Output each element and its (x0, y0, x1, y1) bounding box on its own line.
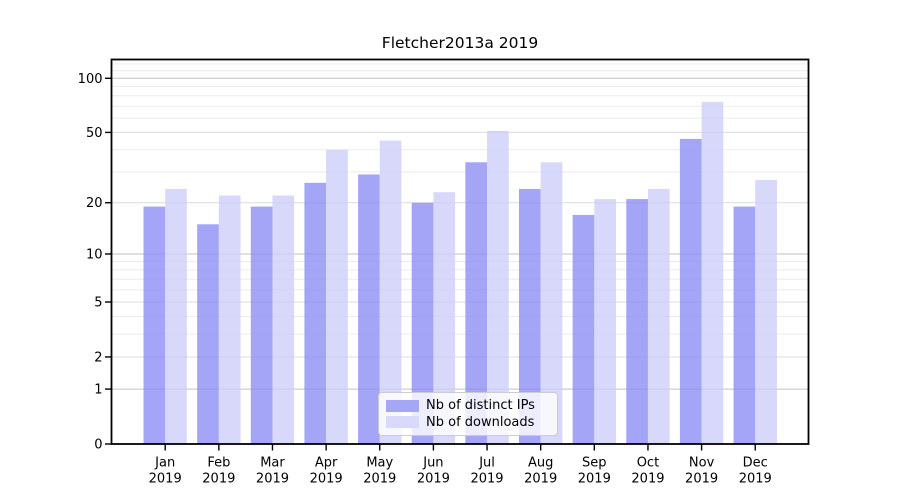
legend: Nb of distinct IPs Nb of downloads (378, 392, 558, 436)
bar-nb-of-downloads-feb (218, 195, 241, 444)
bar-nb-of-distinct-ips-jul (465, 162, 488, 445)
bar-nb-of-distinct-ips-aug (518, 188, 541, 444)
bar-nb-of-distinct-ips-feb (197, 224, 219, 444)
bar-nb-of-distinct-ips-dec (733, 206, 756, 444)
legend-item-downloads: Nb of downloads (386, 416, 557, 429)
x-tick-label: Dec 2019 (739, 456, 772, 487)
bar-nb-of-distinct-ips-sep (572, 214, 595, 444)
bar-nb-of-downloads-dec (755, 179, 777, 445)
bar-nb-of-downloads-jun (433, 192, 456, 444)
x-tick-label: Jun 2019 (417, 456, 450, 487)
legend-label-downloads: Nb of downloads (426, 414, 535, 430)
legend-label-distinct-ips: Nb of distinct IPs (426, 398, 535, 414)
bar-nb-of-downloads-may (379, 140, 402, 444)
bar-nb-of-distinct-ips-mar (250, 206, 273, 444)
chart-title: Fletcher2013a 2019 (381, 34, 539, 52)
y-tick-label: 0 (94, 438, 102, 453)
x-tick-label: Jul 2019 (470, 456, 503, 487)
bar-nb-of-distinct-ips-oct (626, 199, 648, 444)
bar-nb-of-downloads-aug (540, 162, 563, 445)
y-tick-label: 5 (94, 296, 102, 311)
x-tick-label: Sep 2019 (578, 456, 611, 487)
y-tick-label: 1 (94, 383, 102, 398)
bar-nb-of-downloads-nov (701, 101, 724, 444)
bar-nb-of-distinct-ips-apr (304, 182, 327, 445)
x-tick-label: May 2019 (363, 456, 396, 487)
x-tick-label: Mar 2019 (256, 456, 289, 487)
x-tick-label: Jan 2019 (149, 456, 182, 487)
legend-swatch-distinct-ips (386, 399, 419, 412)
plot-border (110, 58, 810, 445)
bar-nb-of-downloads-jan (165, 188, 187, 444)
bar-nb-of-downloads-sep (594, 199, 617, 444)
y-tick-label: 10 (86, 247, 103, 262)
bar-nb-of-downloads-oct (647, 188, 670, 444)
bar-nb-of-downloads-jul (487, 130, 509, 444)
x-tick-label: Oct 2019 (631, 456, 664, 487)
x-tick-label: Apr 2019 (310, 456, 343, 487)
x-tick-label: Nov 2019 (685, 456, 718, 487)
legend-swatch-downloads (386, 416, 419, 429)
y-tick-label: 2 (94, 350, 102, 365)
x-tick-label: Feb 2019 (202, 456, 235, 487)
bar-nb-of-downloads-apr (326, 149, 348, 444)
bar-nb-of-distinct-ips-jan (143, 206, 166, 444)
bar-nb-of-distinct-ips-nov (679, 138, 702, 445)
y-tick-label: 100 (78, 72, 103, 87)
bar-nb-of-distinct-ips-may (358, 174, 380, 445)
bar-nb-of-distinct-ips-jun (411, 202, 434, 444)
y-tick-label: 50 (86, 126, 103, 141)
x-tick-label: Aug 2019 (524, 456, 557, 487)
legend-item-distinct-ips: Nb of distinct IPs (386, 399, 557, 412)
y-tick-label: 20 (86, 196, 103, 211)
bar-nb-of-downloads-mar (272, 195, 295, 444)
